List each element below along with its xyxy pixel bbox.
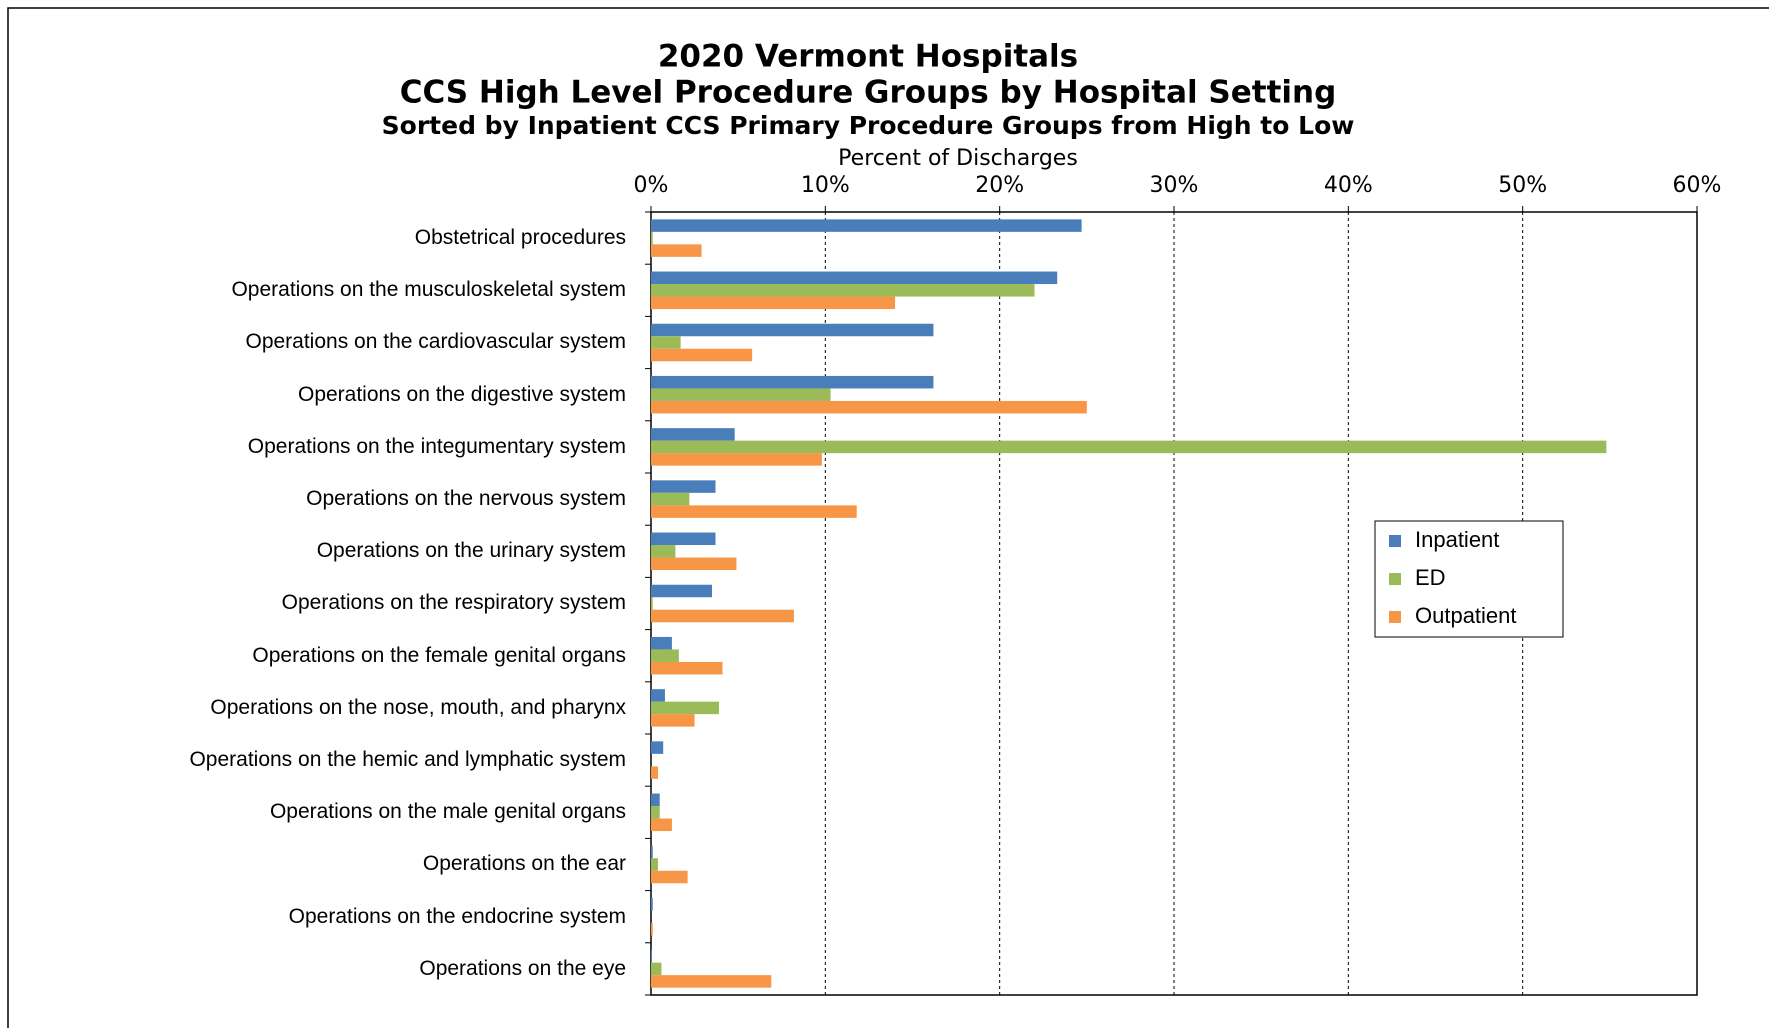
bar — [651, 714, 695, 727]
legend-swatch — [1389, 535, 1401, 547]
y-tick-label: Operations on the ear — [422, 852, 626, 876]
bar — [651, 845, 653, 859]
bar — [651, 440, 1607, 454]
bar — [651, 296, 896, 310]
bar — [651, 219, 1082, 232]
bar — [651, 480, 716, 493]
bar — [651, 897, 653, 911]
chart-annotation: Sorted by Inpatient CCS Primary Procedur… — [382, 111, 1355, 140]
y-tick-label: Operations on the hemic and lymphatic sy… — [189, 748, 626, 772]
y-tick-label: Operations on the nervous system — [306, 487, 626, 511]
bar — [651, 532, 716, 546]
x-tick-label: 20% — [975, 173, 1024, 198]
legend-label: Inpatient — [1415, 527, 1499, 552]
bar — [651, 492, 690, 506]
legend-label: Outpatient — [1415, 603, 1517, 628]
bar — [651, 950, 652, 963]
y-tick-label: Operations on the nose, mouth, and phary… — [210, 695, 626, 719]
bar — [651, 584, 713, 598]
y-tick-label: Operations on the male genital organs — [269, 800, 626, 824]
legend-swatch — [1389, 611, 1401, 623]
bar — [651, 505, 857, 518]
bar — [651, 557, 737, 571]
bar — [651, 962, 662, 976]
chart-subtitle: CCS High Level Procedure Groups by Hospi… — [400, 75, 1337, 111]
bar — [651, 545, 676, 558]
x-axis-title: Percent of Discharges — [838, 146, 1078, 171]
y-tick-label: Operations on the cardiovascular system — [245, 330, 626, 354]
y-tick-label: Obstetrical procedures — [414, 226, 626, 250]
bar — [651, 766, 658, 779]
y-tick-label: Operations on the musculoskeletal system — [231, 278, 626, 302]
bar — [651, 323, 934, 337]
bar — [651, 609, 794, 623]
bar — [651, 400, 1087, 414]
bar — [651, 975, 772, 988]
y-tick-label: Operations on the endocrine system — [288, 904, 626, 928]
legend-label: ED — [1415, 565, 1446, 590]
y-tick-label: Operations on the digestive system — [297, 382, 626, 406]
y-tick-label: Operations on the respiratory system — [281, 591, 626, 615]
y-tick-label: Operations on the integumentary system — [247, 434, 626, 458]
bar — [651, 244, 702, 257]
y-tick-label: Operations on the female genital organs — [252, 643, 626, 667]
bar — [651, 870, 688, 884]
legend-box — [1374, 520, 1564, 638]
bar — [651, 271, 1058, 285]
bar — [651, 689, 665, 702]
y-tick-label: Operations on the urinary system — [316, 539, 626, 563]
bar — [651, 388, 831, 401]
bar — [651, 649, 679, 662]
bar — [651, 701, 719, 715]
bar — [651, 858, 658, 871]
bar — [651, 284, 1035, 297]
bar — [651, 336, 681, 349]
bar — [651, 636, 672, 650]
x-tick-label: 50% — [1498, 173, 1547, 198]
x-tick-label: 40% — [1324, 173, 1373, 198]
y-tick-label: Operations on the eye — [419, 956, 626, 980]
x-tick-label: 30% — [1150, 173, 1199, 198]
bar — [651, 806, 660, 819]
bar — [651, 741, 664, 754]
bar — [651, 922, 653, 936]
bar — [651, 375, 934, 389]
bar — [651, 231, 653, 245]
bar — [651, 453, 822, 466]
bar — [651, 428, 735, 441]
bar — [651, 793, 660, 807]
bar — [651, 348, 753, 362]
legend-swatch — [1389, 573, 1401, 585]
frame — [7, 7, 1769, 1028]
x-tick-label: 60% — [1673, 173, 1722, 198]
x-tick-label: 10% — [801, 173, 850, 198]
x-tick-label: 0% — [634, 173, 669, 198]
bar — [651, 597, 653, 610]
bar — [651, 661, 723, 675]
bar — [651, 818, 672, 832]
chart-title: 2020 Vermont Hospitals — [658, 39, 1078, 75]
